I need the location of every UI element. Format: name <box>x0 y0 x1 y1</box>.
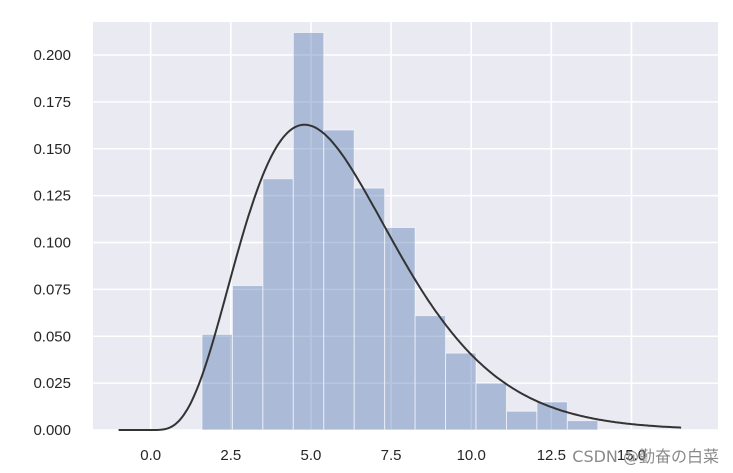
histogram-bar-5 <box>353 187 386 431</box>
histogram-bar-6 <box>384 227 416 431</box>
histogram-bar-2 <box>262 178 294 431</box>
x-axis-ticks: 0.0 2.5 5.0 7.5 10.0 12.5 15.0 <box>140 447 646 464</box>
y-axis-ticks: 0.000 0.025 0.050 0.075 0.100 0.125 0.150 0.175… <box>33 47 71 439</box>
density-curve <box>118 123 682 431</box>
x-tick-label: 15.0 <box>617 447 646 464</box>
y-tick-label: 0.150 <box>33 141 71 158</box>
histogram-bar-11 <box>536 401 568 431</box>
histogram-bar-10 <box>505 410 538 431</box>
histogram-bar-1 <box>231 285 264 431</box>
plot-area <box>93 22 718 430</box>
y-tick-label: 0.175 <box>33 94 71 111</box>
histogram-bar-9 <box>475 382 507 431</box>
histogram-bar-3 <box>292 32 325 431</box>
y-tick-label: 0.050 <box>33 328 71 345</box>
x-tick-label: 10.0 <box>457 447 486 464</box>
y-tick-label: 0.125 <box>33 188 71 205</box>
watermark: CSDN @勤奋の白菜 <box>572 447 719 466</box>
x-tick-label: 7.5 <box>381 447 402 464</box>
histogram-bar-12 <box>566 420 599 431</box>
grid-lines <box>93 22 718 431</box>
y-tick-label: 0.200 <box>33 47 71 64</box>
x-tick-label: 12.5 <box>537 447 566 464</box>
histogram-bars <box>201 32 599 431</box>
y-tick-label: 0.075 <box>33 281 71 298</box>
y-tick-label: 0.000 <box>33 422 71 439</box>
histogram-bar-0 <box>201 333 233 431</box>
y-tick-label: 0.100 <box>33 235 71 252</box>
x-tick-label: 5.0 <box>301 447 322 464</box>
histogram-bar-8 <box>445 352 477 431</box>
x-tick-label: 2.5 <box>220 447 241 464</box>
y-tick-label: 0.025 <box>33 375 71 392</box>
x-tick-label: 0.0 <box>140 447 161 464</box>
histogram-bar-4 <box>323 129 355 431</box>
histogram-bar-7 <box>414 315 447 431</box>
